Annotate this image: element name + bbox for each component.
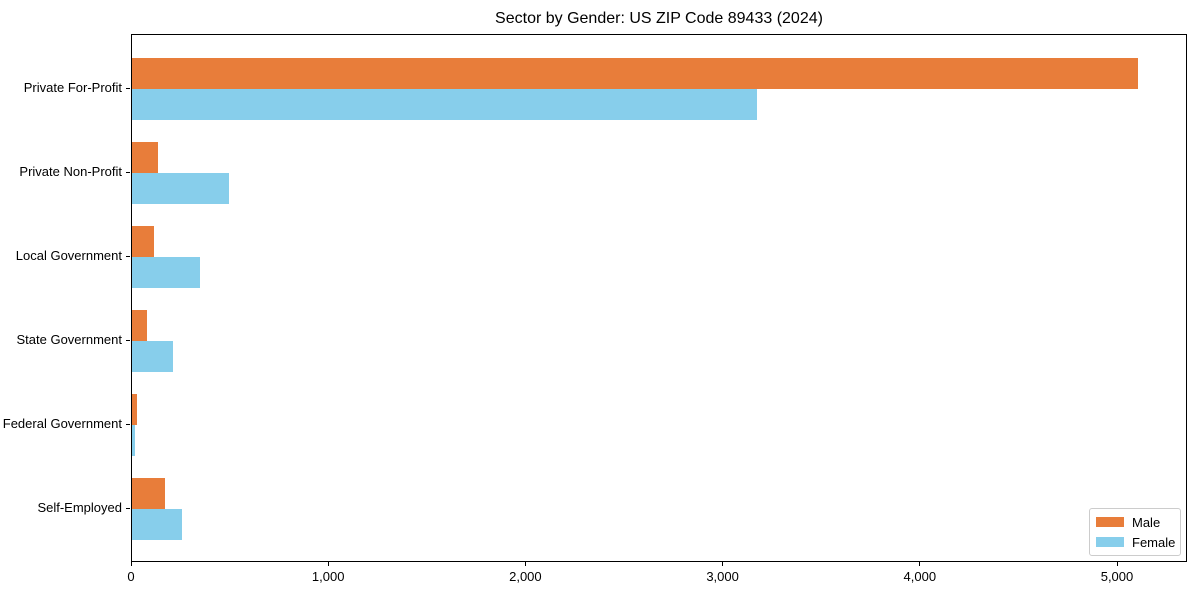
legend-label-female: Female — [1132, 534, 1176, 550]
y-tick-mark — [126, 340, 130, 341]
x-tick-label: 0 — [127, 569, 135, 584]
x-tick-label: 4,000 — [903, 569, 937, 584]
bar-female-3 — [132, 257, 200, 288]
x-tick-label: 3,000 — [706, 569, 739, 584]
x-tick-mark — [130, 562, 132, 566]
legend-swatch-male — [1096, 517, 1124, 527]
legend-label-male: Male — [1132, 514, 1161, 530]
chart-title: Sector by Gender: US ZIP Code 89433 (202… — [495, 10, 823, 27]
legend: Male Female — [1089, 508, 1181, 556]
bar-female-5 — [132, 425, 136, 456]
y-tick-label: Federal Government — [2, 416, 122, 431]
bar-male-2 — [132, 142, 158, 173]
x-tick-mark — [722, 562, 724, 566]
legend-item-male: Male — [1096, 512, 1174, 532]
x-tick-label: 1,000 — [311, 569, 345, 584]
y-tick-label: Private For-Profit — [23, 80, 122, 95]
bar-male-5 — [132, 394, 138, 425]
bar-female-4 — [132, 341, 174, 372]
bar-male-4 — [132, 310, 147, 341]
legend-item-female: Female — [1096, 532, 1176, 552]
bar-male-1 — [132, 58, 1138, 89]
y-tick-label: Local Government — [15, 248, 122, 263]
legend-swatch-female — [1096, 537, 1124, 547]
bar-male-3 — [132, 226, 154, 257]
x-tick-label: 5,000 — [1100, 569, 1134, 584]
y-tick-mark — [126, 508, 130, 509]
x-tick-mark — [524, 562, 526, 566]
y-tick-mark — [126, 256, 130, 257]
y-tick-mark — [126, 88, 130, 89]
bar-female-6 — [132, 509, 183, 540]
x-tick-mark — [1116, 562, 1118, 566]
y-tick-label: State Government — [16, 332, 123, 347]
x-tick-mark — [327, 562, 329, 566]
y-tick-mark — [126, 424, 130, 425]
plot-area — [131, 34, 1187, 562]
bar-female-1 — [132, 89, 758, 120]
y-tick-label: Private Non-Profit — [19, 164, 122, 179]
y-tick-label: Self-Employed — [37, 500, 122, 515]
x-tick-label: 2,000 — [509, 569, 542, 584]
x-tick-mark — [919, 562, 921, 566]
y-tick-mark — [126, 172, 130, 173]
bar-female-2 — [132, 173, 229, 204]
bar-male-6 — [132, 478, 165, 509]
